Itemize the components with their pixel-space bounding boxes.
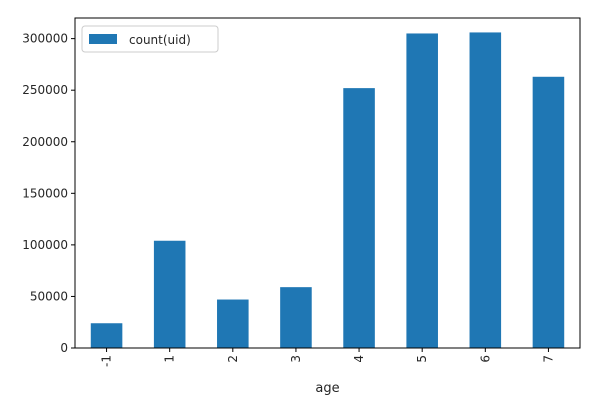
x-tick-label: 5 <box>415 355 429 363</box>
y-tick-label: 200000 <box>22 135 68 149</box>
y-tick-label: 50000 <box>30 289 68 303</box>
x-tick-label: 4 <box>352 355 366 363</box>
legend-label: count(uid) <box>129 33 191 47</box>
plot-frame <box>74 17 581 349</box>
bars-group <box>90 32 565 348</box>
y-tick-label: 0 <box>60 341 68 355</box>
legend-box <box>81 25 219 53</box>
y-tick-label: 250000 <box>22 83 68 97</box>
y-tick-label: 300000 <box>22 32 68 46</box>
x-axis-label: age <box>315 381 339 396</box>
bar-5 <box>406 33 438 348</box>
x-tick-label: 6 <box>478 355 492 363</box>
y-tick-label: 150000 <box>22 186 68 200</box>
x-axis: -1 1 2 3 4 5 6 7 <box>100 348 555 367</box>
x-tick-label: 3 <box>289 355 303 363</box>
bar-3 <box>280 287 312 348</box>
x-tick-label: 7 <box>541 355 555 363</box>
bar-7 <box>532 76 565 348</box>
bar-1 <box>153 240 186 348</box>
legend-swatch <box>89 34 117 44</box>
bar-4 <box>343 88 375 348</box>
bar-6 <box>469 32 502 348</box>
x-tick-label: -1 <box>100 355 114 367</box>
bar--1 <box>90 323 123 348</box>
y-tick-label: 100000 <box>22 238 68 252</box>
legend: count(uid) <box>81 25 219 53</box>
x-tick-label: 1 <box>163 355 177 363</box>
bar-2 <box>217 299 249 348</box>
x-tick-label: 2 <box>226 355 240 363</box>
y-axis: 0 50000 100000 150000 200000 250000 300000 <box>22 32 75 355</box>
